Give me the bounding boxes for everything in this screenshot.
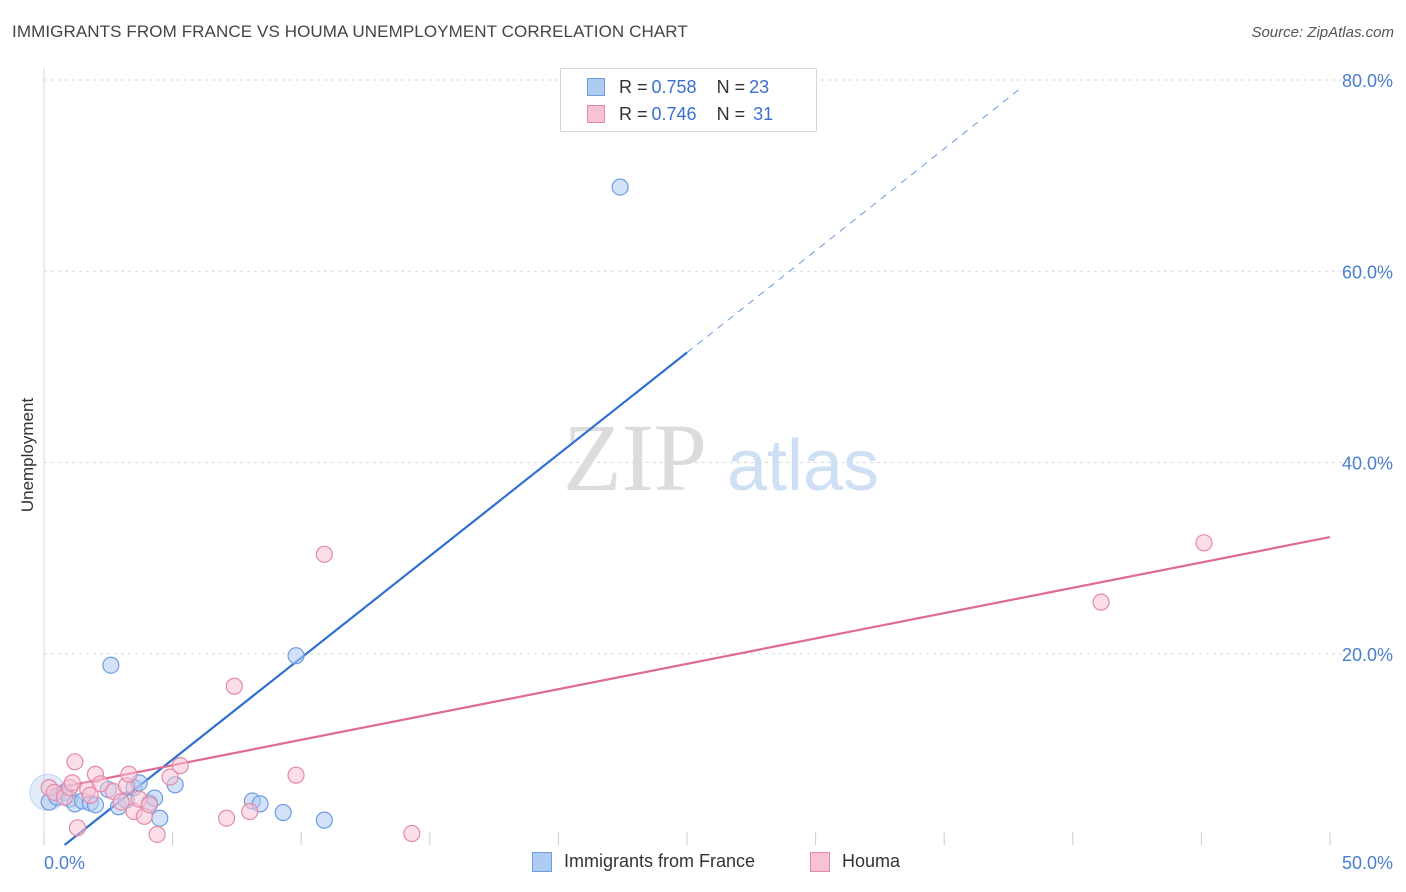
legend-n-label: N = <box>716 76 746 97</box>
y-tick-label: 80.0% <box>1342 71 1393 91</box>
data-point-houma <box>225 677 243 695</box>
legend-n-value: 31 <box>753 103 774 124</box>
x-tick-label: 50.0% <box>1342 853 1393 873</box>
trend-line-france-extension <box>686 87 1022 353</box>
grid-layer <box>43 68 1392 845</box>
series-legend-houma[interactable]: Houma <box>810 851 900 872</box>
data-point-houma <box>161 768 179 786</box>
data-point-france <box>274 803 292 822</box>
legend-r-value: 0.746 <box>651 103 697 124</box>
y-tick-label: 60.0% <box>1342 262 1393 282</box>
data-point-houma <box>241 802 259 821</box>
data-point-france <box>102 656 120 674</box>
y-tick-label: 40.0% <box>1342 454 1393 474</box>
y-tick-label: 20.0% <box>1342 645 1393 665</box>
data-point-houma <box>112 793 130 811</box>
data-point-houma <box>287 766 305 784</box>
data-point-houma <box>66 753 84 771</box>
series-legend-label: Immigrants from France <box>564 851 756 871</box>
data-point-houma <box>148 825 166 844</box>
data-point-houma <box>68 819 87 837</box>
watermark-atlas: atlas <box>727 426 879 506</box>
data-points <box>29 178 1213 844</box>
trend-line-france <box>63 351 688 846</box>
series-legend-label: Houma <box>842 851 901 871</box>
correlation-legend: R = 0.758 N = 23 R = 0.746 N = 31 <box>560 68 817 132</box>
data-point-houma <box>171 757 189 775</box>
series-swatch-pink <box>810 851 830 872</box>
legend-n-value: 23 <box>749 76 770 97</box>
data-point-france <box>611 178 629 196</box>
data-point-france <box>287 647 305 665</box>
legend-row-france: R = 0.758 N = 23 <box>587 75 769 99</box>
x-tick-label: 0.0% <box>44 853 85 873</box>
watermark: ZIP atlas <box>563 404 879 511</box>
legend-r-label: R = <box>619 76 648 97</box>
series-legend-france[interactable]: Immigrants from France <box>532 851 755 872</box>
data-point-houma <box>1092 593 1110 611</box>
data-point-houma <box>315 545 333 563</box>
tick-labels: 20.0% 40.0% 60.0% 80.0% 0.0% 50.0% <box>44 71 1393 873</box>
legend-swatch-blue <box>587 78 605 96</box>
data-point-houma <box>120 765 138 783</box>
data-point-france <box>151 809 169 827</box>
legend-row-houma: R = 0.746 N = 31 <box>587 102 773 126</box>
data-point-france <box>315 811 333 829</box>
legend-n-label: N = <box>716 103 746 124</box>
data-point-houma <box>81 786 99 804</box>
series-swatch-blue <box>532 851 552 872</box>
data-point-houma <box>218 809 236 827</box>
legend-r-label: R = <box>619 103 648 124</box>
series-legend: Immigrants from France Houma <box>0 851 1406 879</box>
source-credit: Source: ZipAtlas.com <box>1251 24 1394 41</box>
trend-line-houma <box>48 536 1331 791</box>
watermark-zip: ZIP <box>563 404 707 511</box>
data-point-houma <box>91 775 110 793</box>
data-point-houma <box>140 796 159 814</box>
data-point-houma <box>403 824 421 843</box>
data-point-houma <box>1195 534 1213 552</box>
data-point-houma <box>63 774 81 792</box>
legend-r-value: 0.758 <box>651 76 697 97</box>
legend-swatch-pink <box>587 105 605 123</box>
trend-lines <box>48 87 1331 846</box>
chart-title: IMMIGRANTS FROM FRANCE VS HOUMA UNEMPLOY… <box>12 22 688 41</box>
